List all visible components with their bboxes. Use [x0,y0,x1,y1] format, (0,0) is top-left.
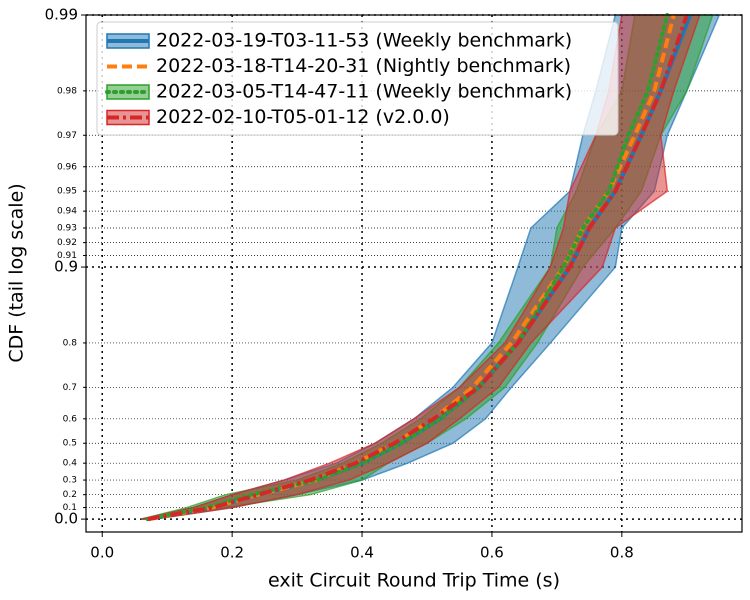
x-axis-label: exit Circuit Round Trip Time (s) [268,570,560,592]
legend-box [96,21,619,136]
cdf-line [147,14,689,522]
y-minor-tick-label: 0.4 [63,459,78,469]
cdf-line [145,13,670,522]
y-minor-tick-label: 0.92 [57,238,77,248]
y-minor-tick-label: 0.7 [63,383,77,393]
x-tick-label: 0.0 [90,544,114,562]
legend-label: 2022-02-10-T05-01-12 (v2.0.0) [156,106,450,128]
plot-frame [85,14,743,533]
x-tick-label: 0.8 [610,544,634,562]
y-minor-tick-label: 0.94 [57,207,77,217]
y-minor-tick-label: 0.93 [57,224,77,234]
y-minor-tick-label: 0.8 [63,338,78,348]
y-minor-tick-label: 0.6 [63,414,78,424]
y-minor-tick-label: 0.3 [63,476,77,486]
y-minor-tick-label: 0.5 [63,439,77,449]
legend-label: 2022-03-19-T03-11-53 (Weekly benchmark) [156,30,572,52]
x-tick-label: 0.6 [480,544,504,562]
cdf-line [147,14,676,522]
y-minor-tick-label: 0.97 [57,131,77,141]
x-tick-label: 0.4 [350,544,374,562]
y-minor-tick-label: 0.96 [57,162,77,172]
legend-label: 2022-03-05-T14-47-11 (Weekly benchmark) [156,81,572,103]
x-tick-label: 0.2 [220,544,244,562]
legend-label: 2022-03-18-T14-20-31 (Nightly benchmark) [156,55,571,77]
y-minor-tick-label: 0.2 [63,490,77,500]
y-tick-label: 0.0 [54,510,78,528]
y-minor-tick-label: 0.98 [57,86,77,96]
y-tick-label: 0.9 [54,258,78,276]
y-minor-tick-label: 0.91 [57,251,77,261]
y-minor-tick-label: 0.95 [57,187,77,197]
legend: 2022-03-19-T03-11-53 (Weekly benchmark) 2… [96,21,619,136]
y-minor-tick-label: 0.1 [63,503,77,513]
y-tick-label: 0.99 [45,6,78,24]
y-axis-label: CDF (tail log scale) [6,183,28,362]
